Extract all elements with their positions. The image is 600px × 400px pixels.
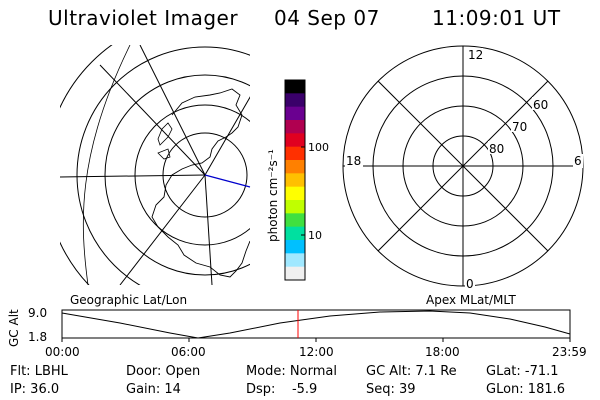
coastline — [151, 88, 250, 278]
sun-direction-line — [204, 174, 251, 188]
glon-status: GLon: 181.6 — [486, 382, 566, 397]
meridian-line — [60, 174, 206, 178]
label-bg — [467, 48, 483, 61]
lat-circle — [76, 46, 250, 285]
mlt-label-18: 18 — [346, 154, 361, 168]
geographic-map-panel — [60, 45, 251, 285]
label-bg — [511, 119, 529, 132]
flt-status: Flt: LBHL — [10, 364, 68, 379]
lat-circle — [134, 104, 250, 246]
mlt-label-6: 6 — [574, 154, 582, 168]
altitude-timeline-plot: 9.0 1.8 GC Alt 00:00 06:00 12:00 18:00 2… — [7, 306, 587, 359]
colorbar-swatch — [285, 106, 305, 121]
colorbar-swatch — [285, 120, 305, 134]
mlat-label-60: 60 — [533, 98, 548, 112]
mode-status: Mode: Normal — [246, 364, 337, 379]
meridian-line — [204, 96, 250, 176]
colorbar-swatch — [285, 240, 305, 254]
x-tick-label: 12:00 — [299, 345, 334, 359]
label-bg — [532, 97, 550, 110]
lat-circle — [162, 132, 248, 218]
altitude-plot-frame — [61, 309, 571, 339]
label-bg — [465, 276, 475, 289]
gain-status: Gain: 14 — [126, 382, 181, 397]
colorbar-unit-label: photon cm⁻²s⁻¹ — [266, 149, 280, 242]
colorbar-frame — [284, 79, 306, 281]
colorbar-swatch — [285, 93, 305, 108]
dsp-status: Dsp: -5.9 — [246, 382, 318, 397]
colorbar-tick-label: 10 — [308, 229, 322, 242]
colorbar-swatch — [285, 80, 305, 94]
colorbar-swatch — [285, 146, 305, 161]
mlt-label-0: 0 — [466, 277, 474, 291]
colorbar-swatch — [285, 186, 305, 201]
date-label: 04 Sep 07 — [274, 6, 380, 30]
altitude-ylabel: GC Alt — [7, 309, 21, 347]
geo-panel-label: Geographic Lat/Lon — [70, 293, 188, 307]
colorbar-swatch — [285, 213, 305, 228]
label-bg — [488, 141, 506, 154]
label-bg — [345, 154, 363, 168]
lat-circle — [60, 45, 113, 285]
meridian-line — [204, 174, 213, 285]
colorbar-swatch — [285, 253, 305, 268]
colorbar: 100 10 photon cm⁻²s⁻¹ — [266, 79, 329, 281]
colorbar-swatch — [285, 226, 305, 241]
x-tick-label: 18:00 — [425, 345, 460, 359]
y-tick-label: 9.0 — [28, 306, 47, 320]
terminator-curve — [82, 45, 131, 285]
title-bar: Ultraviolet Imager 04 Sep 07 11:09:01 UT — [0, 0, 600, 40]
coastline-islands — [157, 122, 173, 160]
x-tick-label: 23:59 — [552, 345, 587, 359]
mlt-line-diagonal — [377, 80, 549, 252]
label-bg — [573, 154, 583, 168]
door-status: Door: Open — [126, 364, 201, 379]
colorbar-swatches — [285, 80, 305, 281]
mlat-label-70: 70 — [512, 120, 527, 134]
time-label: 11:09:01 UT — [432, 6, 561, 30]
colorbar-swatch — [285, 133, 305, 148]
meridian-line — [99, 64, 206, 176]
meridian-line — [119, 174, 206, 285]
colorbar-swatch — [285, 266, 305, 281]
mlt-label-12: 12 — [468, 48, 483, 62]
colorbar-swatch — [285, 173, 305, 188]
polar-mlat-mlt-panel: 12 0 18 6 60 70 80 — [342, 45, 584, 291]
meridian-line — [139, 45, 206, 176]
x-tick-label: 00:00 — [45, 345, 80, 359]
mlat-label-80: 80 — [489, 142, 504, 156]
polar-panel-label: Apex MLat/MLT — [426, 293, 516, 307]
seq-status: Seq: 39 — [366, 382, 416, 397]
lat-circle — [104, 74, 250, 276]
colorbar-swatch — [285, 160, 305, 174]
altitude-curve — [61, 310, 571, 339]
x-tick-label: 06:00 — [171, 345, 206, 359]
y-tick-label: 1.8 — [28, 330, 47, 344]
colorbar-tick-label: 100 — [308, 141, 329, 154]
glat-status: GLat: -71.1 — [486, 364, 559, 379]
status-panel: Flt: LBHL IP: 36.0 Door: Open Gain: 14 M… — [0, 360, 600, 400]
ip-status: IP: 36.0 — [10, 382, 60, 397]
instrument-title: Ultraviolet Imager — [48, 6, 239, 30]
colorbar-swatch — [285, 200, 305, 214]
gc-alt-status: GC Alt: 7.1 Re — [366, 364, 457, 379]
